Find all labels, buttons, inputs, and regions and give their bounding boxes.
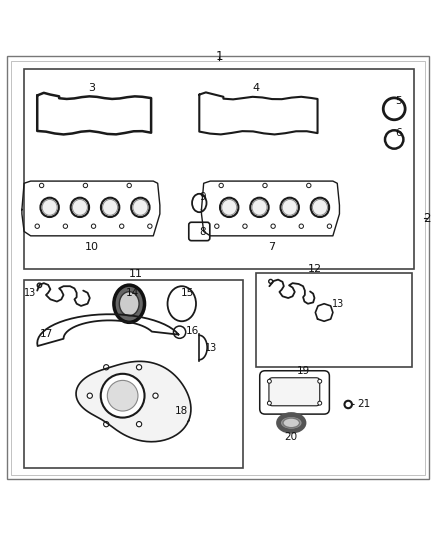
Ellipse shape: [243, 224, 247, 229]
Text: 6: 6: [395, 128, 402, 138]
Ellipse shape: [271, 224, 276, 229]
Text: 15: 15: [181, 288, 194, 298]
Ellipse shape: [148, 224, 152, 229]
Text: 3: 3: [88, 83, 95, 93]
Ellipse shape: [35, 224, 39, 229]
Polygon shape: [76, 361, 191, 442]
Text: 20: 20: [285, 432, 298, 442]
Ellipse shape: [37, 283, 42, 287]
Text: 18: 18: [175, 406, 188, 416]
Text: 14: 14: [126, 288, 139, 298]
Ellipse shape: [71, 198, 89, 217]
Text: 13: 13: [24, 288, 36, 298]
Text: 8: 8: [199, 228, 206, 237]
Ellipse shape: [280, 198, 299, 217]
Text: 1: 1: [215, 50, 223, 63]
Text: 13: 13: [332, 298, 344, 309]
FancyBboxPatch shape: [189, 222, 210, 241]
Bar: [24, 69, 414, 269]
Ellipse shape: [279, 415, 304, 431]
Ellipse shape: [103, 422, 109, 427]
Ellipse shape: [318, 401, 321, 405]
Ellipse shape: [219, 183, 223, 188]
Ellipse shape: [167, 286, 196, 321]
Ellipse shape: [103, 365, 109, 370]
Ellipse shape: [137, 365, 141, 370]
Ellipse shape: [173, 326, 186, 338]
Ellipse shape: [101, 198, 119, 217]
Ellipse shape: [83, 183, 88, 188]
Ellipse shape: [267, 379, 271, 383]
Ellipse shape: [101, 374, 145, 418]
Ellipse shape: [222, 199, 237, 215]
Text: 9: 9: [199, 192, 206, 203]
Text: 11: 11: [129, 269, 143, 279]
Ellipse shape: [72, 199, 88, 215]
Ellipse shape: [42, 199, 57, 215]
Ellipse shape: [92, 224, 96, 229]
Text: 2: 2: [423, 212, 431, 225]
Ellipse shape: [344, 401, 352, 408]
Ellipse shape: [107, 381, 138, 411]
Ellipse shape: [153, 393, 158, 398]
Ellipse shape: [127, 183, 131, 188]
Ellipse shape: [327, 224, 332, 229]
Text: 5: 5: [395, 96, 402, 106]
Text: 13: 13: [205, 343, 218, 352]
Ellipse shape: [131, 198, 149, 217]
Ellipse shape: [40, 198, 59, 217]
Ellipse shape: [385, 130, 403, 149]
FancyBboxPatch shape: [260, 371, 329, 414]
Text: 7: 7: [268, 242, 275, 252]
Text: 17: 17: [39, 329, 53, 340]
Ellipse shape: [133, 199, 148, 215]
Ellipse shape: [282, 199, 297, 215]
Ellipse shape: [318, 379, 321, 383]
Ellipse shape: [39, 183, 44, 188]
Ellipse shape: [136, 422, 141, 427]
Ellipse shape: [119, 292, 139, 316]
Ellipse shape: [267, 401, 271, 405]
Ellipse shape: [192, 194, 207, 212]
Text: 12: 12: [308, 264, 322, 273]
Ellipse shape: [383, 98, 405, 120]
Text: 10: 10: [85, 242, 99, 252]
Ellipse shape: [114, 285, 145, 322]
Text: 4: 4: [253, 83, 260, 93]
FancyBboxPatch shape: [269, 378, 320, 406]
Ellipse shape: [102, 199, 118, 215]
Ellipse shape: [220, 198, 238, 217]
Ellipse shape: [215, 224, 219, 229]
Ellipse shape: [311, 198, 329, 217]
Ellipse shape: [299, 224, 304, 229]
Ellipse shape: [307, 183, 311, 188]
Ellipse shape: [120, 224, 124, 229]
Ellipse shape: [87, 393, 92, 398]
Ellipse shape: [63, 224, 67, 229]
Bar: [256, 273, 412, 367]
Text: 16: 16: [186, 326, 199, 336]
Text: 19: 19: [297, 366, 310, 376]
Ellipse shape: [252, 199, 267, 215]
Bar: [24, 280, 243, 468]
Ellipse shape: [250, 198, 268, 217]
Text: 21: 21: [357, 399, 370, 409]
Ellipse shape: [312, 199, 328, 215]
Ellipse shape: [263, 183, 267, 188]
Ellipse shape: [283, 418, 300, 427]
Ellipse shape: [268, 279, 272, 284]
